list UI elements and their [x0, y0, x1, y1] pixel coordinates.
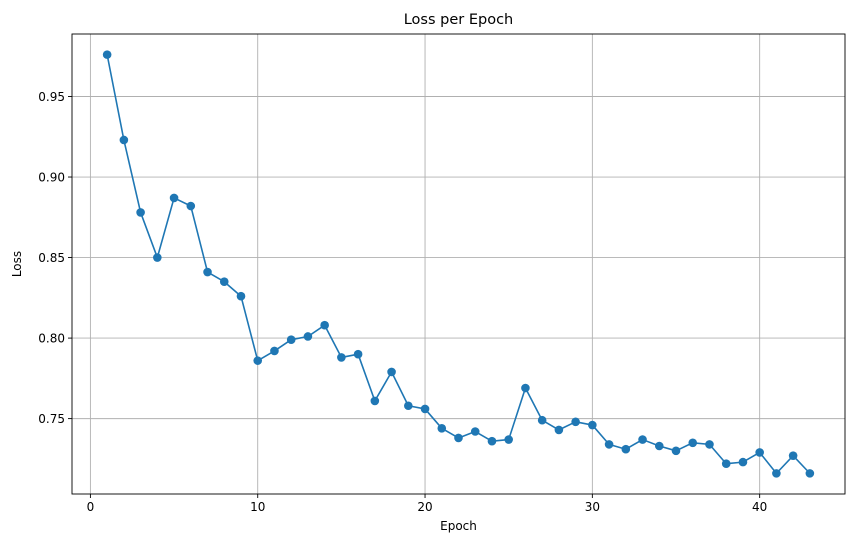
data-point	[370, 396, 380, 406]
x-tick-label: 30	[585, 500, 600, 514]
data-point	[621, 444, 631, 454]
data-point	[153, 253, 162, 262]
y-axis: 0.75 0.80 0.85 0.90 0.95	[38, 90, 72, 426]
data-point	[270, 346, 279, 356]
data-point	[705, 440, 714, 449]
x-axis-label: Epoch	[440, 519, 477, 533]
data-point	[286, 335, 296, 345]
x-tick-label: 10	[250, 500, 265, 514]
data-point	[738, 457, 748, 467]
data-point	[102, 50, 112, 59]
data-point	[654, 441, 664, 451]
data-point	[755, 448, 764, 457]
y-tick-label: 0.80	[38, 331, 65, 345]
chart-title: Loss per Epoch	[404, 12, 514, 28]
data-point	[353, 349, 363, 359]
data-point	[119, 135, 129, 145]
y-tick-label: 0.85	[38, 251, 65, 265]
y-tick-label: 0.95	[38, 90, 65, 104]
data-point	[253, 356, 263, 365]
data-point	[420, 404, 430, 414]
data-point	[454, 433, 463, 443]
x-axis: 0 10 20 30 40	[87, 494, 767, 514]
data-point	[671, 446, 681, 456]
grid	[72, 34, 845, 494]
data-point	[638, 435, 647, 444]
data-point	[337, 353, 346, 362]
data-point	[136, 208, 145, 217]
data-point	[571, 417, 580, 427]
plot-frame	[71, 33, 846, 495]
data-point	[236, 291, 246, 301]
x-tick-label: 0	[87, 500, 95, 514]
data-point	[772, 469, 781, 478]
y-tick-label: 0.75	[38, 412, 65, 426]
data-point	[303, 332, 313, 341]
x-tick-label: 20	[417, 500, 432, 514]
y-axis-label: Loss	[10, 251, 24, 277]
data-point	[537, 415, 547, 425]
data-point	[554, 425, 564, 435]
data-point	[387, 367, 396, 377]
data-point	[203, 267, 212, 277]
data-point	[186, 201, 196, 211]
series-layer	[102, 50, 815, 478]
data-point	[521, 383, 530, 393]
data-point	[721, 459, 731, 469]
data-point	[470, 427, 480, 436]
data-point	[487, 436, 497, 446]
x-tick-label: 40	[752, 500, 767, 514]
data-point	[437, 423, 447, 433]
data-point	[169, 193, 179, 203]
data-point	[320, 320, 329, 330]
data-point	[588, 420, 597, 430]
data-point	[604, 440, 614, 449]
data-point	[404, 401, 413, 411]
data-point	[788, 451, 798, 460]
data-point	[688, 438, 698, 448]
data-point	[504, 435, 513, 444]
y-tick-label: 0.90	[38, 170, 65, 184]
data-point	[219, 277, 229, 287]
data-point	[805, 469, 815, 478]
